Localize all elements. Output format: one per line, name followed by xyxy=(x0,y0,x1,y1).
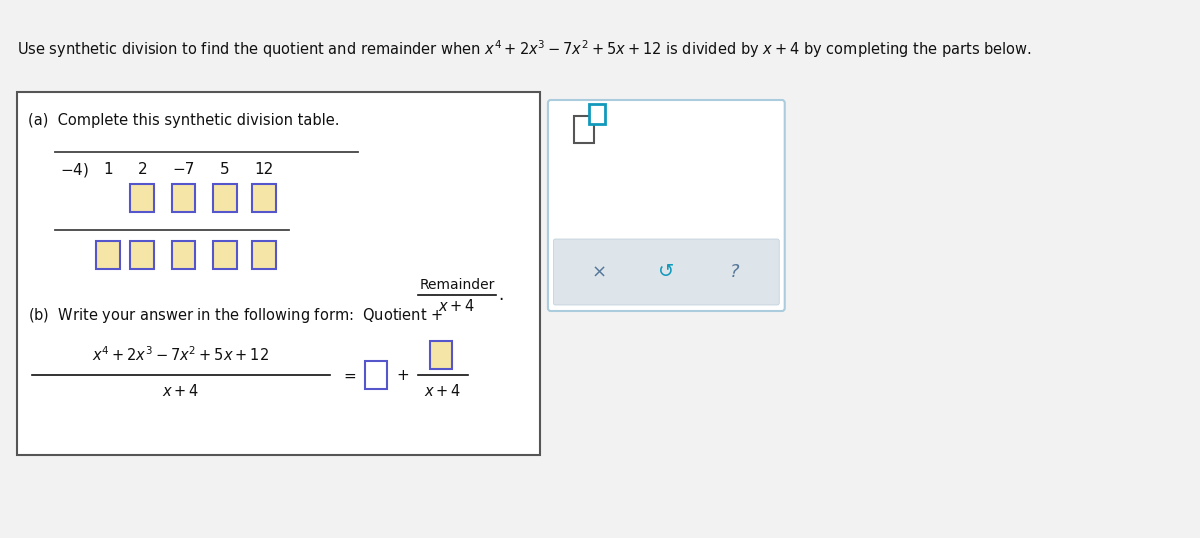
Text: 1: 1 xyxy=(103,162,113,178)
FancyBboxPatch shape xyxy=(252,184,276,212)
Text: .: . xyxy=(498,286,504,304)
Text: 5: 5 xyxy=(220,162,229,178)
Text: $x + 4$: $x + 4$ xyxy=(162,383,199,399)
FancyBboxPatch shape xyxy=(131,184,154,212)
FancyBboxPatch shape xyxy=(548,100,785,311)
Text: $\times$: $\times$ xyxy=(592,263,606,281)
FancyBboxPatch shape xyxy=(365,361,388,389)
Text: ↺: ↺ xyxy=(658,263,674,281)
FancyBboxPatch shape xyxy=(589,104,605,124)
Text: $=$: $=$ xyxy=(342,367,358,383)
Text: ?: ? xyxy=(730,263,739,281)
FancyBboxPatch shape xyxy=(252,241,276,269)
Text: −7: −7 xyxy=(173,162,194,178)
FancyBboxPatch shape xyxy=(172,241,196,269)
Text: Remainder: Remainder xyxy=(419,278,494,292)
FancyBboxPatch shape xyxy=(17,92,540,455)
Text: 12: 12 xyxy=(254,162,274,178)
Text: $-4)$: $-4)$ xyxy=(60,161,89,179)
FancyBboxPatch shape xyxy=(574,116,594,143)
Text: $x + 4$: $x + 4$ xyxy=(424,383,461,399)
Text: Use synthetic division to find the quotient and remainder when $x^4 + 2x^3 - 7x^: Use synthetic division to find the quoti… xyxy=(17,38,1031,60)
Text: $+$: $+$ xyxy=(396,367,409,383)
FancyBboxPatch shape xyxy=(430,341,451,369)
Text: 2: 2 xyxy=(138,162,148,178)
FancyBboxPatch shape xyxy=(131,241,154,269)
FancyBboxPatch shape xyxy=(212,184,236,212)
Text: (a)  Complete this synthetic division table.: (a) Complete this synthetic division tab… xyxy=(28,113,340,128)
Text: $x^4 + 2x^3 - 7x^2 + 5x + 12$: $x^4 + 2x^3 - 7x^2 + 5x + 12$ xyxy=(92,345,269,364)
FancyBboxPatch shape xyxy=(212,241,236,269)
Text: (b)  Write your answer in the following form:  Quotient $+$: (b) Write your answer in the following f… xyxy=(28,306,443,325)
FancyBboxPatch shape xyxy=(96,241,120,269)
FancyBboxPatch shape xyxy=(553,239,779,305)
FancyBboxPatch shape xyxy=(172,184,196,212)
Text: $x+4$: $x+4$ xyxy=(438,298,475,314)
